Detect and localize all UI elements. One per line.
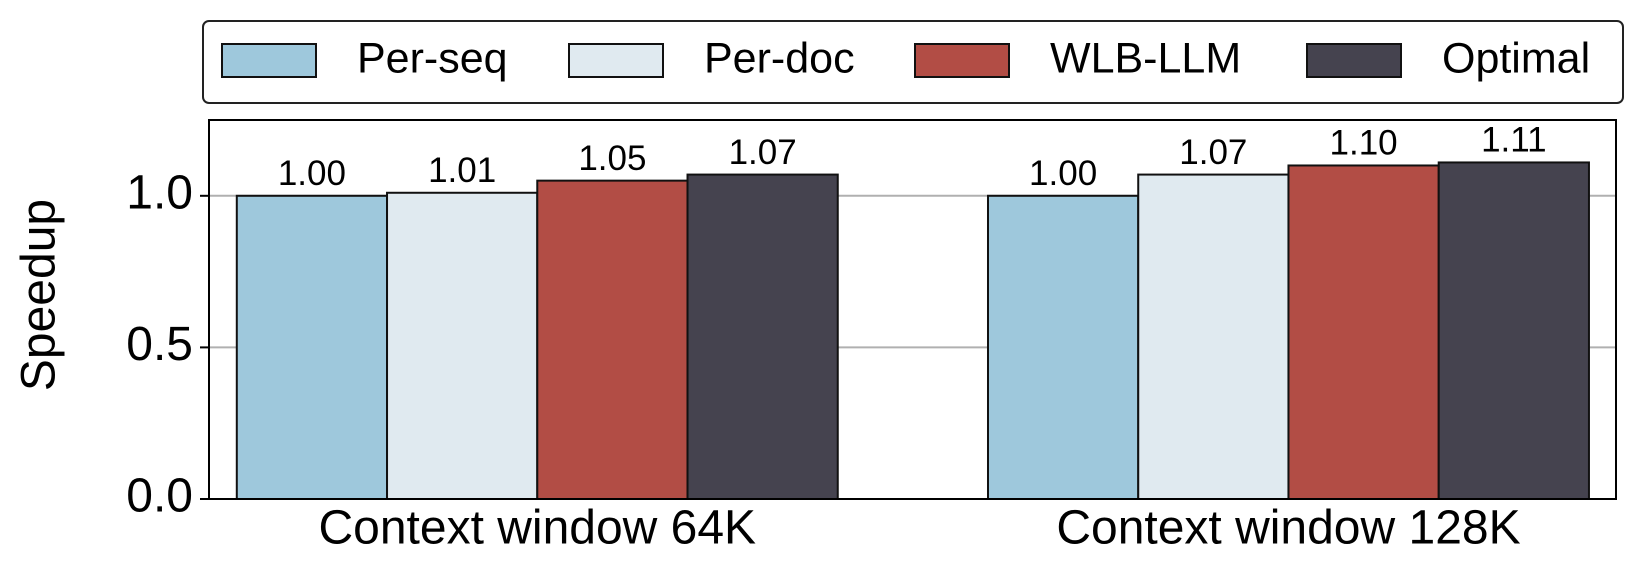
bar xyxy=(1137,173,1290,501)
y-tick-label: 1.0 xyxy=(126,166,193,219)
bar xyxy=(986,194,1140,501)
value-label: 1.07 xyxy=(729,133,797,172)
legend-label: Per-seq xyxy=(357,34,508,82)
value-label: 1.05 xyxy=(578,139,646,178)
x-tick-label: Context window 64K xyxy=(318,502,756,555)
legend-label: WLB-LLM xyxy=(1050,34,1241,82)
value-label: 1.11 xyxy=(1481,121,1547,160)
bar xyxy=(235,194,389,501)
value-label: 1.00 xyxy=(1029,154,1097,193)
bar xyxy=(1287,164,1440,500)
bar xyxy=(536,179,689,500)
legend-label: Optimal xyxy=(1442,34,1590,82)
x-tick-label: Context window 128K xyxy=(1056,502,1520,555)
legend-label: Per-doc xyxy=(704,34,855,82)
legend-swatch xyxy=(221,43,317,78)
bar xyxy=(1437,161,1590,500)
y-tick-label: 0.5 xyxy=(126,318,193,371)
value-label: 1.07 xyxy=(1179,133,1247,172)
bar xyxy=(386,191,539,500)
y-tick-label: 0.0 xyxy=(126,470,193,523)
value-label: 1.01 xyxy=(428,151,496,190)
legend-swatch xyxy=(914,43,1010,78)
y-axis-label: Speedup xyxy=(13,199,66,391)
legend-swatch xyxy=(568,43,664,78)
legend-swatch xyxy=(1306,43,1402,78)
value-label: 1.10 xyxy=(1330,124,1398,163)
legend-box xyxy=(202,20,1624,104)
bar xyxy=(686,173,839,501)
plot-frame xyxy=(208,119,1617,500)
value-label: 1.00 xyxy=(278,154,346,193)
